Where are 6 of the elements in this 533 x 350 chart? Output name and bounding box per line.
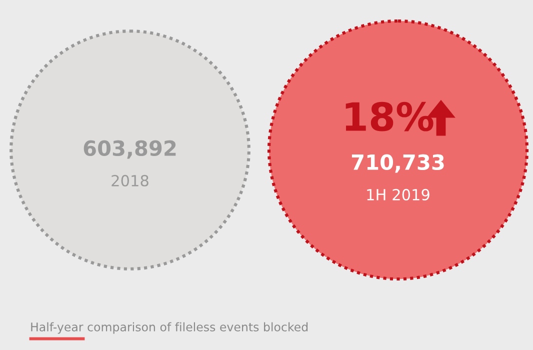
category-label: 2018 [112,174,148,186]
data-label: 603,892 [84,140,176,159]
category-label: 1H 2019 [367,188,430,200]
text: 18% [346,102,434,132]
data-label: 710,733 [352,154,444,173]
text: Half-year comparison of fileless events blocked [31,322,308,334]
